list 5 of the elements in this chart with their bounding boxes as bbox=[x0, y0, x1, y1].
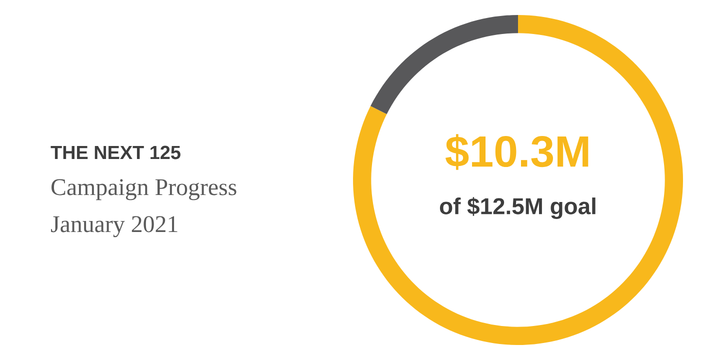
text: of $12.5M goal bbox=[440, 197, 596, 219]
text: January 2021 bbox=[51, 216, 178, 238]
text: $10.3M bbox=[445, 134, 588, 170]
text: Campaign Progress bbox=[52, 179, 236, 200]
text: THE NEXT 125 bbox=[50, 146, 180, 160]
